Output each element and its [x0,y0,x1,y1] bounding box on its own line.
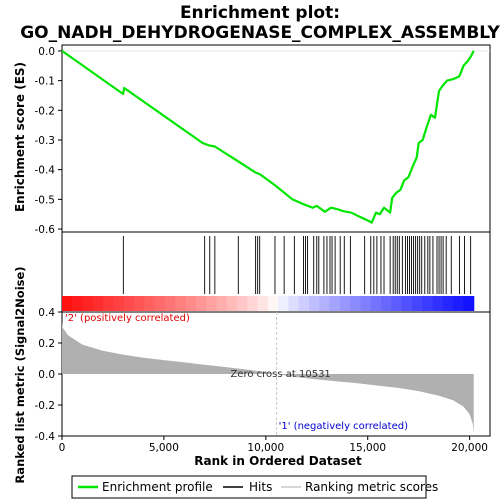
rank-color-segment [339,296,351,311]
rank-color-segment [185,296,197,311]
rank-color-segment [72,296,84,311]
rank-color-segment [236,296,248,311]
title-line1: Enrichment plot: [180,3,340,23]
es-y-tick-label: -0.1 [35,76,56,88]
rank-color-segment [62,296,73,311]
rank-color-segment [329,296,341,311]
legend-box [71,475,427,499]
rank-color-segment [82,296,94,311]
legend-es-label: Enrichment profile [102,480,213,494]
es-frame [61,44,491,233]
rank-color-segment [154,296,166,311]
x-tick-label: 10,000 [247,442,284,454]
rank-color-segment [298,296,310,311]
rank-color-segment [113,296,125,311]
legend-metric-label: Ranking metric scores [305,480,438,494]
rank-color-segment [422,296,434,311]
rank-color-segment [391,296,403,311]
hits-panel [61,231,491,313]
rank-color-segment [381,296,392,311]
rank-color-segment [247,296,259,311]
rank-color-segment [360,296,372,311]
metric-y-tick-label: 0.2 [38,338,55,350]
x-tick-label: 15,000 [349,442,386,454]
es-y-tick-label: -0.5 [35,194,56,206]
es-y-tick-label: -0.2 [35,105,56,117]
rank-color-segment [453,296,465,311]
es-y-tick-label: -0.3 [35,135,56,147]
rank-color-segment [309,296,320,311]
metric-y-tick-label: 0.0 [38,369,55,381]
es-y-label: Enrichment score (ES) [13,62,27,212]
rank-color-segment [370,296,382,311]
negative-label: '1' (negatively correlated) [279,421,408,432]
x-tick-label: 20,000 [451,442,488,454]
metric-y-tick-label: 0.4 [38,307,55,319]
es-y-tick-label: -0.6 [35,224,56,236]
rank-color-segment [216,296,228,311]
x-axis-label: Rank in Ordered Dataset [194,454,362,468]
es-y-tick-label: 0.0 [38,46,55,58]
title-line2: GO_NADH_DEHYDROGENASE_COMPLEX_ASSEMBLY [20,23,500,43]
rank-color-segment [319,296,331,311]
metric-panel: 0.4 0.2 0.0 -0.2 -0.40 5,000 10,000 15,000 20,00… [35,307,491,454]
es-panel: 0.0 -0.1 -0.2 -0.3 -0.4 -0.5 -0.6 [35,44,491,236]
rank-color-segment [164,296,176,311]
rank-color-segment [226,296,238,311]
rank-color-segment [350,296,362,311]
metric-y-label: Ranked list metric (Signal2Noise) [13,266,27,483]
metric-y-tick-label: -0.4 [35,431,56,443]
legend: Enrichment profile Hits Ranking metric s… [71,475,438,499]
rank-color-segment [267,296,279,311]
rank-color-segment [103,296,115,311]
rank-color-segment [144,296,156,311]
rank-color-segment [288,296,300,311]
rank-color-segment [123,296,135,311]
zero-cross-label: Zero cross at 10531 [230,369,330,380]
rank-color-segment [175,296,187,311]
rank-color-segment [411,296,423,311]
rank-color-segment [278,296,290,311]
positive-label: '2' (positively correlated) [65,313,190,324]
x-tick-label: 5,000 [149,442,179,454]
legend-hits-label: Hits [249,480,272,494]
rank-color-segment [432,296,444,311]
rank-color-segment [206,296,217,311]
es-curve [61,50,475,224]
metric-area [62,321,474,433]
x-tick-label: 0 [59,442,66,454]
rank-color-segment [463,296,475,311]
metric-y-tick-label: -0.2 [35,400,56,412]
rank-color-segment [442,296,454,311]
rank-color-segment [134,296,145,311]
es-y-tick-label: -0.4 [35,165,56,177]
rank-color-segment [401,296,413,311]
rank-color-segment [195,296,207,311]
rank-color-segment [92,296,104,311]
rank-color-segment [257,296,269,311]
